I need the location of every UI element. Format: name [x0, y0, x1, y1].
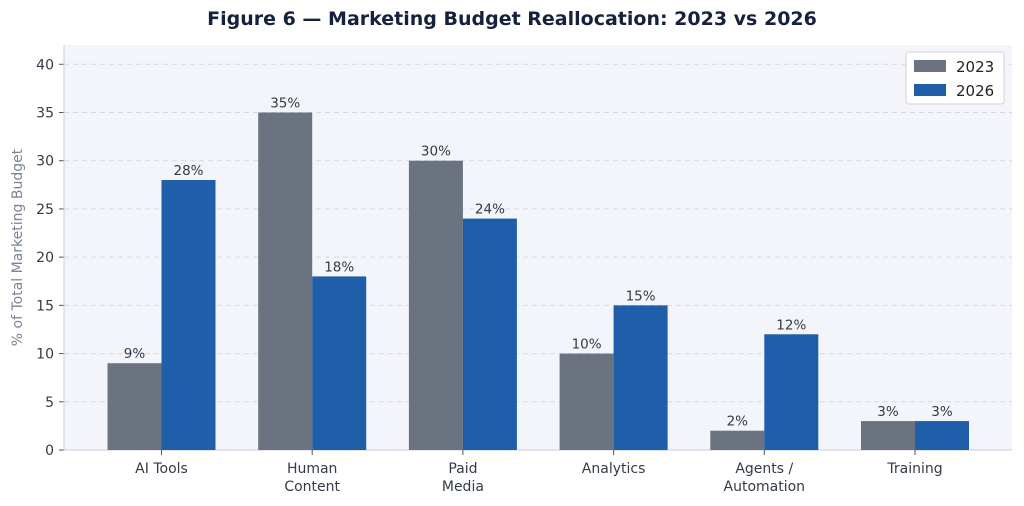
data-label-2026: 15%: [626, 288, 656, 304]
x-tick-label: Agents /: [735, 461, 793, 477]
y-tick-label: 5: [45, 395, 54, 411]
data-label-2023: 30%: [421, 144, 451, 160]
x-tick-label: Automation: [724, 479, 806, 495]
data-label-2026: 28%: [173, 163, 203, 179]
bar-2023: [559, 353, 614, 450]
x-tick-label: Training: [886, 461, 942, 477]
bar-2023: [107, 363, 162, 450]
y-tick-label: 40: [36, 57, 54, 73]
chart-title: Figure 6 — Marketing Budget Reallocation…: [207, 8, 817, 30]
y-tick-label: 35: [36, 106, 54, 122]
y-tick-label: 15: [36, 298, 54, 314]
y-tick-label: 10: [36, 347, 54, 363]
bar-2023: [861, 421, 915, 450]
legend-swatch-2023: [914, 60, 946, 72]
x-tick-label: Media: [442, 479, 484, 495]
legend-swatch-2026: [914, 84, 946, 96]
data-label-2026: 12%: [776, 317, 806, 333]
data-label-2026: 3%: [931, 404, 953, 420]
data-label-2023: 10%: [572, 337, 602, 353]
y-tick-label: 25: [36, 202, 54, 218]
data-label-2026: 18%: [324, 259, 354, 275]
y-axis-label: % of Total Marketing Budget: [10, 148, 26, 346]
x-tick-label: AI Tools: [135, 461, 188, 477]
data-label-2023: 2%: [727, 414, 749, 430]
plot-area: [64, 45, 1012, 450]
bar-2023: [710, 430, 765, 450]
legend-label-2023: 2023: [956, 58, 994, 76]
bar-2023: [258, 112, 313, 450]
y-tick-label: 30: [36, 154, 54, 170]
data-label-2026: 24%: [475, 202, 505, 218]
bar-2023: [408, 160, 463, 450]
data-label-2023: 35%: [270, 96, 300, 112]
x-tick-label: Analytics: [582, 461, 646, 477]
y-tick-label: 20: [36, 250, 54, 266]
bar-2026: [764, 334, 819, 450]
data-label-2023: 9%: [124, 346, 146, 362]
data-label-2023: 3%: [877, 404, 899, 420]
bar-2026: [161, 180, 216, 450]
x-tick-label: Content: [284, 479, 340, 495]
x-tick-label: Human: [287, 461, 338, 477]
bar-2026: [462, 218, 517, 450]
legend-label-2026: 2026: [956, 82, 994, 100]
bar-2026: [312, 276, 367, 450]
bar-2026: [613, 305, 668, 450]
y-tick-label: 0: [45, 443, 54, 459]
bar-2026: [915, 421, 969, 450]
x-tick-label: Paid: [448, 461, 477, 477]
